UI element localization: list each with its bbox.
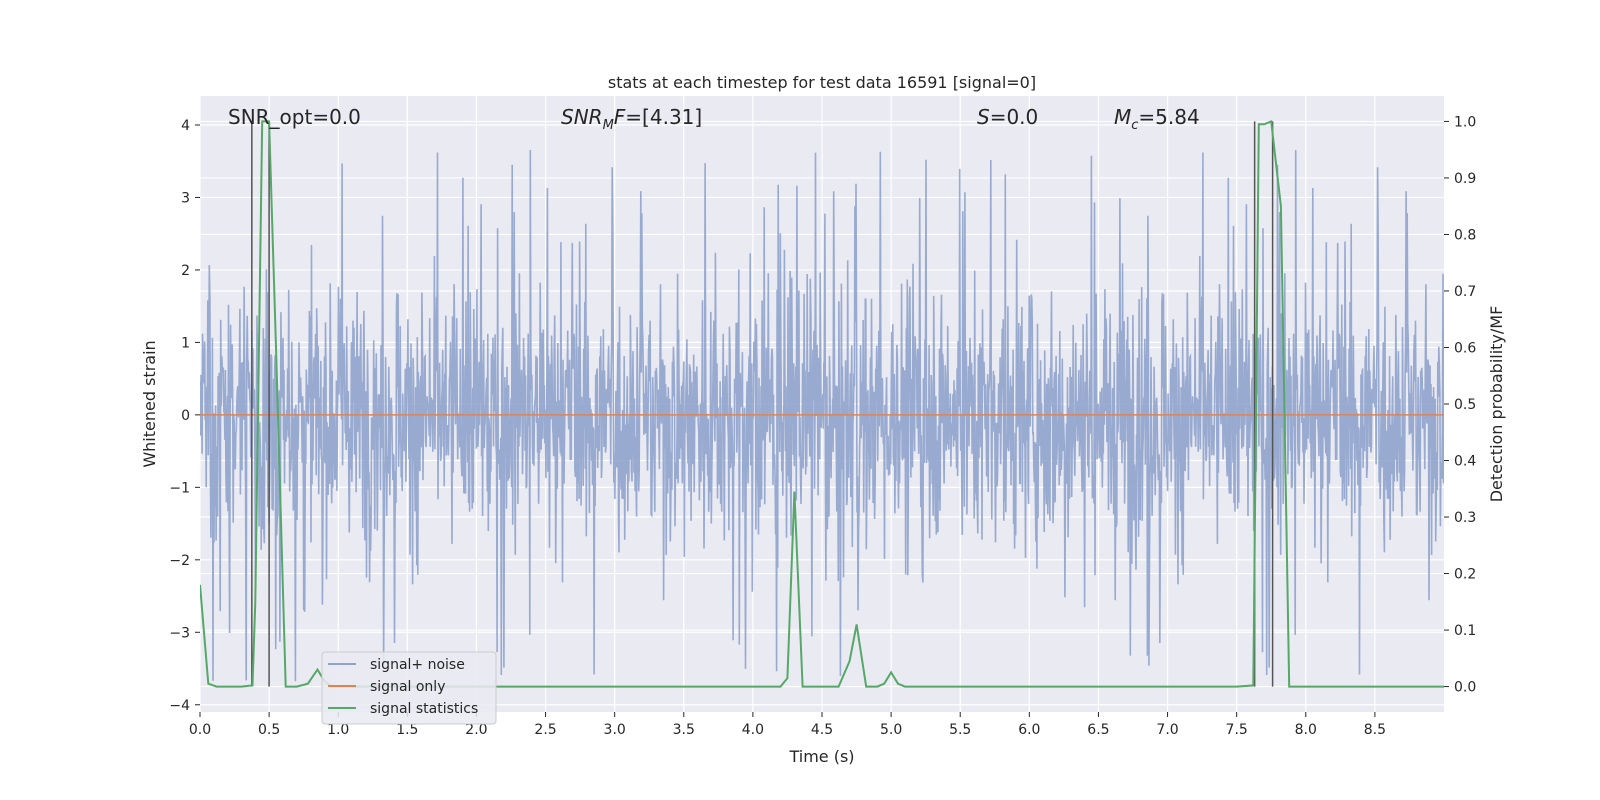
x-tick-label: 7.5 — [1226, 722, 1248, 738]
legend-label-statistics: signal statistics — [370, 701, 478, 717]
y2-tick-label: 1.0 — [1454, 114, 1476, 130]
x-tick-label: 3.0 — [604, 722, 626, 738]
y-tick-label: −3 — [169, 625, 190, 641]
legend-label-signal-only: signal only — [370, 679, 445, 695]
y2-tick-label: 0.1 — [1454, 623, 1476, 639]
x-tick-label: 3.5 — [673, 722, 695, 738]
x-tick-label: 5.0 — [880, 722, 902, 738]
chart-title: stats at each timestep for test data 165… — [608, 73, 1036, 92]
x-tick-label: 4.0 — [742, 722, 764, 738]
x-axis-ticks: 0.0 0.5 1.0 1.5 2.0 2.5 3.0 3.5 4.0 4.5 5.0 5.5 6.0 6… — [189, 712, 1386, 738]
y2-tick-label: 0.8 — [1454, 227, 1476, 243]
y2-tick-label: 0.2 — [1454, 567, 1476, 583]
x-tick-label: 0.5 — [258, 722, 280, 738]
legend-box — [321, 651, 497, 725]
y-tick-label: 0 — [181, 408, 190, 424]
y2-axis-ticks: 0.0 0.1 0.2 0.3 0.4 0.5 0.6 0.7 0.8 0.9 1.0 — [1444, 114, 1476, 696]
x-tick-label: 0.0 — [189, 722, 211, 738]
x-tick-label: 2.0 — [465, 722, 487, 738]
y-axis-label: Whitened strain — [140, 340, 159, 467]
y-tick-label: −2 — [169, 553, 190, 569]
x-tick-label: 1.0 — [327, 722, 349, 738]
y-tick-label: 1 — [181, 335, 190, 351]
x-tick-label: 7.0 — [1156, 722, 1178, 738]
y2-tick-label: 0.9 — [1454, 171, 1476, 187]
annotation-snr-opt: SNR_opt=0.0 — [228, 105, 361, 129]
x-tick-label: 1.5 — [396, 722, 418, 738]
annotation-mc: Mc=5.84 — [1114, 105, 1200, 133]
x-tick-label: 8.5 — [1364, 722, 1386, 738]
x-axis-label: Time (s) — [788, 747, 854, 766]
y-tick-label: 3 — [181, 190, 190, 206]
y2-tick-label: 0.4 — [1454, 454, 1476, 470]
y-tick-label: 2 — [181, 263, 190, 279]
legend-label-noise: signal+ noise — [370, 657, 465, 673]
y2-tick-label: 0.0 — [1454, 680, 1476, 696]
y2-tick-label: 0.3 — [1454, 510, 1476, 526]
legend: signal+ noise signal only signal statist… — [321, 651, 497, 725]
series-signal-noise — [200, 149, 1444, 682]
x-tick-label: 6.0 — [1018, 722, 1040, 738]
y-tick-label: −4 — [169, 698, 190, 714]
x-tick-label: 5.5 — [949, 722, 971, 738]
y2-axis-label: Detection probability/MF — [1487, 306, 1506, 503]
y-axis-ticks: −4 −3 −2 −1 0 1 2 3 4 — [169, 118, 200, 714]
y2-tick-label: 0.6 — [1454, 340, 1476, 356]
x-tick-label: 2.5 — [534, 722, 556, 738]
y2-tick-label: 0.5 — [1454, 397, 1476, 413]
y-tick-label: 4 — [181, 118, 190, 134]
annotation-s: S=0.0 — [977, 105, 1038, 129]
x-tick-label: 8.0 — [1295, 722, 1317, 738]
series-signal-statistics — [200, 119, 1444, 688]
y2-tick-label: 0.7 — [1454, 284, 1476, 300]
x-tick-label: 6.5 — [1087, 722, 1109, 738]
annotation-snr-mf: SNRMF=[4.31] — [561, 105, 702, 133]
y-tick-label: −1 — [169, 480, 190, 496]
x-tick-label: 4.5 — [811, 722, 833, 738]
